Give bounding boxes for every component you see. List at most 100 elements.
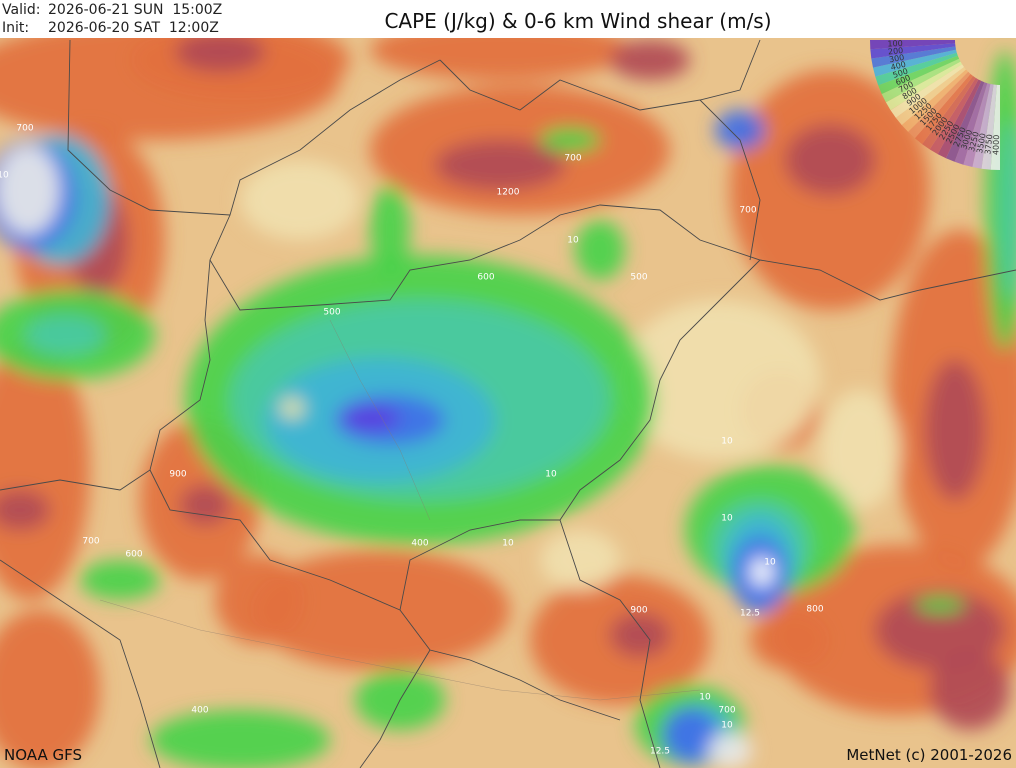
contour-label: 12.5: [650, 747, 670, 757]
contour-label: 700: [564, 154, 581, 164]
legend-swatch: [990, 84, 1000, 170]
cape-region: [25, 315, 105, 355]
source: NOAA GFS: [4, 746, 82, 764]
legend-swatch: [890, 64, 964, 118]
valid-time: 2026-06-21 SUN 15:00Z: [48, 2, 222, 18]
cape-region: [875, 590, 1005, 670]
contour-label: 10: [502, 539, 514, 549]
contour-label: 900: [630, 606, 647, 616]
cape-region: [175, 38, 265, 72]
legend-swatch: [895, 67, 966, 126]
legend-label: 200: [888, 46, 904, 57]
header-bar: [0, 0, 1016, 38]
title: CAPE (J/kg) & 0-6 km Wind shear (m/s): [384, 9, 771, 33]
cape-region: [750, 557, 774, 587]
river: [99, 599, 701, 701]
contour-label: 10: [567, 236, 579, 246]
cape-region: [915, 597, 965, 613]
legend-swatch: [922, 76, 976, 150]
border: [439, 39, 761, 111]
legend-swatch: [972, 84, 994, 169]
init-time: 2026-06-20 SAT 12:00Z: [48, 20, 219, 36]
legend: 4000375035003250300027502500225020001750…: [870, 39, 1001, 170]
contour-labels: 700 700 1200 700 10 600 500 500 10 10 900 10 700 600 4…: [0, 124, 824, 757]
river: [329, 319, 431, 521]
legend-swatch: [914, 74, 973, 145]
legend-swatch: [885, 61, 963, 111]
contour-label: 600: [477, 273, 494, 283]
border: [559, 519, 661, 768]
contour-label: 600: [125, 550, 142, 560]
legend-swatch: [901, 69, 969, 132]
legend-label: 3750: [983, 134, 994, 155]
cape-region: [750, 610, 830, 670]
border: [0, 259, 211, 491]
cape-region: [370, 185, 410, 275]
cape-region: [0, 340, 90, 600]
init-label: Init:: [2, 20, 29, 36]
valid-label: Valid:: [2, 2, 40, 18]
cape-region: [0, 610, 100, 768]
cape-region: [180, 485, 230, 525]
credit: MetNet (c) 2001-2026: [846, 746, 1012, 764]
cape-region: [610, 613, 670, 657]
cape-region: [930, 650, 1010, 730]
legend-label: 4000: [991, 135, 1001, 156]
cape-region: [80, 560, 160, 600]
border: [149, 469, 401, 611]
legend-swatch: [929, 77, 979, 155]
cape-region: [715, 110, 765, 150]
legend-swatch: [937, 79, 982, 159]
legend-swatch: [870, 43, 956, 59]
border: [699, 99, 761, 261]
cape-region: [820, 390, 900, 510]
contour-label: 1200: [497, 188, 520, 198]
cape-region: [150, 710, 330, 768]
borders: [0, 39, 1016, 768]
contour-label: 10: [721, 437, 733, 447]
contour-label: 500: [323, 308, 340, 318]
contour-label: 800: [806, 605, 823, 615]
contour-label: 400: [191, 706, 208, 716]
border: [399, 259, 761, 721]
legend-swatch: [881, 58, 961, 103]
border: [67, 39, 441, 216]
contour-label: 12.5: [740, 609, 760, 619]
contour-label: 900: [169, 470, 186, 480]
cape-region: [540, 530, 620, 590]
contour-label: 10: [699, 693, 711, 703]
legend-swatch: [981, 84, 997, 170]
legend-swatch: [871, 46, 956, 68]
contour-label: 700: [718, 706, 735, 716]
contour-label: 10: [721, 514, 733, 524]
legend-label: 300: [888, 53, 905, 65]
cape-region: [708, 732, 752, 768]
legend-swatch: [870, 40, 956, 50]
legend-swatch: [908, 71, 971, 139]
cape-field: [0, 38, 1016, 768]
legend-label: 100: [887, 39, 903, 49]
cape-region: [0, 490, 50, 530]
cape-region: [785, 125, 875, 195]
cape-region: [662, 707, 718, 763]
cape-region: [215, 555, 305, 645]
contour-label: 500: [630, 273, 647, 283]
cape-region: [575, 220, 625, 280]
contour-label: 10: [545, 470, 557, 480]
legend-swatch: [878, 55, 960, 94]
legend-swatch: [875, 52, 958, 86]
contour-label: 700: [16, 124, 33, 134]
contour-label: 10: [764, 558, 776, 568]
contour-label: 10: [721, 721, 733, 731]
cape-region: [240, 160, 360, 240]
map-area: 700 700 1200 700 10 600 500 500 10 10 900 10 700 600 4…: [0, 38, 1016, 768]
cape-region: [435, 140, 565, 190]
border: [0, 559, 161, 768]
cape-region: [250, 550, 510, 670]
legend-swatch: [954, 82, 988, 165]
contour-label: 700: [739, 206, 756, 216]
cape-region: [610, 40, 690, 80]
cape-region: [370, 38, 630, 80]
cape-region: [620, 300, 820, 460]
